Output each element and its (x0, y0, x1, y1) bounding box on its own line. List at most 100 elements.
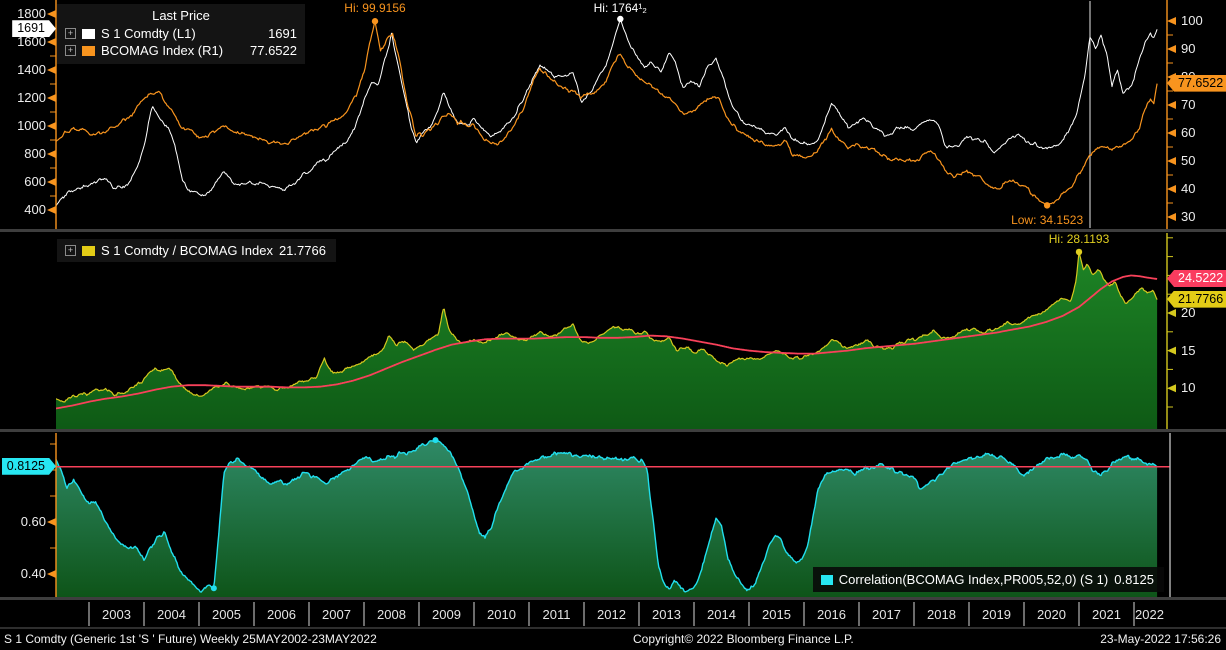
x-axis-year-label: 2003 (102, 607, 131, 622)
low-bcomag-annotation: Low: 34.1523 (1011, 213, 1084, 228)
hi-ratio-annotation: Hi: 28.1193 (1048, 231, 1110, 246)
correlation-marker-dot (210, 585, 217, 592)
legend-row-s1[interactable]: + S 1 Comdty (L1) 1691 (65, 25, 297, 42)
x-axis-year-label: 2015 (762, 607, 791, 622)
series-label: S 1 Comdty / BCOMAG Index (101, 243, 273, 258)
expand-icon[interactable]: + (65, 45, 76, 56)
x-axis-year-label: 2020 (1037, 607, 1066, 622)
axis-tick-label: 20 (1181, 305, 1196, 320)
panel-separator (0, 597, 1226, 600)
axis-tick (1167, 157, 1176, 165)
series-label: Correlation(BCOMAG Index,PR005,52,0) (S … (838, 572, 1109, 587)
legend-row-bcomag[interactable]: + BCOMAG Index (R1) 77.6522 (65, 42, 297, 59)
series-value: 77.6522 (250, 43, 297, 58)
bcomag-line (56, 20, 1158, 206)
x-axis-year-label: 2010 (487, 607, 516, 622)
axis-tick (47, 94, 56, 102)
axis-tick (47, 38, 56, 46)
price-panel[interactable] (56, 1, 1158, 228)
hi-bcomag-annotation: Hi: 99.9156 (344, 1, 406, 16)
axis-tick-label: 70 (1181, 97, 1196, 112)
footer-timestamp: 23-May-2022 17:56:26 (1100, 632, 1221, 646)
axis-tick-label: 50 (1181, 153, 1196, 168)
axis-tick-label: 800 (24, 146, 46, 161)
series-chip-orange (82, 45, 95, 56)
axis-tick-label: 90 (1181, 41, 1196, 56)
x-axis-year-label: 2007 (322, 607, 351, 622)
axis-tick (1167, 17, 1176, 25)
series-chip-cyan (820, 574, 833, 585)
last-value-badge-ratio: 21.7766 (1167, 290, 1226, 308)
axis-tick (1167, 346, 1176, 355)
series-label: S 1 Comdty (L1) (101, 26, 196, 41)
footer-copyright: Copyright© 2022 Bloomberg Finance L.P. (633, 632, 854, 646)
axis-tick (1167, 129, 1176, 137)
price-legend: Last Price + S 1 Comdty (L1) 1691 + BCOM… (57, 4, 305, 64)
x-axis-year-label: 2019 (982, 607, 1011, 622)
expand-icon[interactable]: + (65, 245, 76, 256)
x-axis-year-label: 2022 (1135, 607, 1164, 622)
low-bcomag-marker-dot (1043, 202, 1051, 209)
legend-row-ratio[interactable]: + S 1 Comdty / BCOMAG Index 21.7766 (65, 242, 326, 259)
axis-tick (47, 518, 56, 526)
last-price-badge-bcomag: 77.6522 (1167, 74, 1226, 92)
axis-tick (47, 66, 56, 74)
series-chip-yellow (82, 245, 95, 256)
axis-tick-label: 10 (1181, 380, 1196, 396)
axis-tick-label: 0.40 (20, 566, 46, 581)
axis-tick-label: 1400 (17, 62, 46, 77)
series-value: 0.8125 (1114, 572, 1154, 587)
axis-tick-label: 30 (1181, 209, 1196, 224)
x-axis-year-label: 2011 (542, 607, 571, 622)
axis-tick-label: 60 (1181, 125, 1196, 140)
correlation-area (56, 440, 1158, 598)
axis-tick (1167, 384, 1176, 393)
axis-tick-label: 1800 (17, 6, 46, 21)
x-axis-year-label: 2014 (707, 607, 736, 622)
axis-tick-label: 600 (24, 174, 46, 189)
x-axis-year-label: 2017 (872, 607, 901, 622)
series-label: BCOMAG Index (R1) (101, 43, 224, 58)
x-axis-year-label: 2006 (267, 607, 296, 622)
legend-row-correlation[interactable]: Correlation(BCOMAG Index,PR005,52,0) (S … (820, 571, 1154, 588)
axis-tick-label: 0.60 (20, 514, 46, 529)
x-axis-year-label: 2018 (927, 607, 956, 622)
axis-tick (1167, 213, 1176, 221)
axis-tick-label: 1200 (17, 90, 46, 105)
correlation-legend: Correlation(BCOMAG Index,PR005,52,0) (S … (812, 567, 1164, 592)
correlation-marker-dot (432, 437, 439, 444)
axis-tick (47, 150, 56, 158)
axis-tick (47, 206, 56, 214)
hi-s1-marker-dot (617, 15, 624, 23)
ratio-panel[interactable] (56, 251, 1158, 429)
series-value: 1691 (268, 26, 297, 41)
moving-average-line (56, 274, 1158, 410)
axis-tick-label: 1600 (17, 34, 46, 49)
axis-tick (47, 122, 56, 130)
axis-tick-label: 1000 (17, 118, 46, 133)
x-axis-year-label: 2016 (817, 607, 846, 622)
x-axis-year-label: 2021 (1092, 607, 1121, 622)
x-axis-year-label: 2004 (157, 607, 186, 622)
correlation-panel[interactable] (56, 439, 1170, 598)
footer-security-info: S 1 Comdty (Generic 1st 'S ' Future) Wee… (4, 632, 377, 646)
axis-tick-label: 40 (1181, 181, 1196, 196)
footer-separator (0, 627, 1226, 629)
panel-separator (0, 229, 1226, 232)
x-axis-year-label: 2009 (432, 607, 461, 622)
expand-icon[interactable]: + (65, 28, 76, 39)
hi-s1-annotation: Hi: 1764¹₂ (593, 1, 647, 15)
legend-title: Last Price (152, 8, 210, 23)
axis-tick-label: 15 (1181, 342, 1196, 358)
x-axis-year-label: 2012 (597, 607, 626, 622)
ratio-area (56, 251, 1158, 429)
series-value: 21.7766 (278, 243, 326, 258)
axis-tick-label: 400 (24, 202, 46, 217)
x-axis-year-label: 2013 (652, 607, 681, 622)
x-axis-year-label: 2005 (212, 607, 241, 622)
s1-price-line (56, 18, 1158, 207)
ratio-line (56, 251, 1158, 403)
correlation-line (56, 439, 1158, 593)
x-axis-year-label: 2008 (377, 607, 406, 622)
